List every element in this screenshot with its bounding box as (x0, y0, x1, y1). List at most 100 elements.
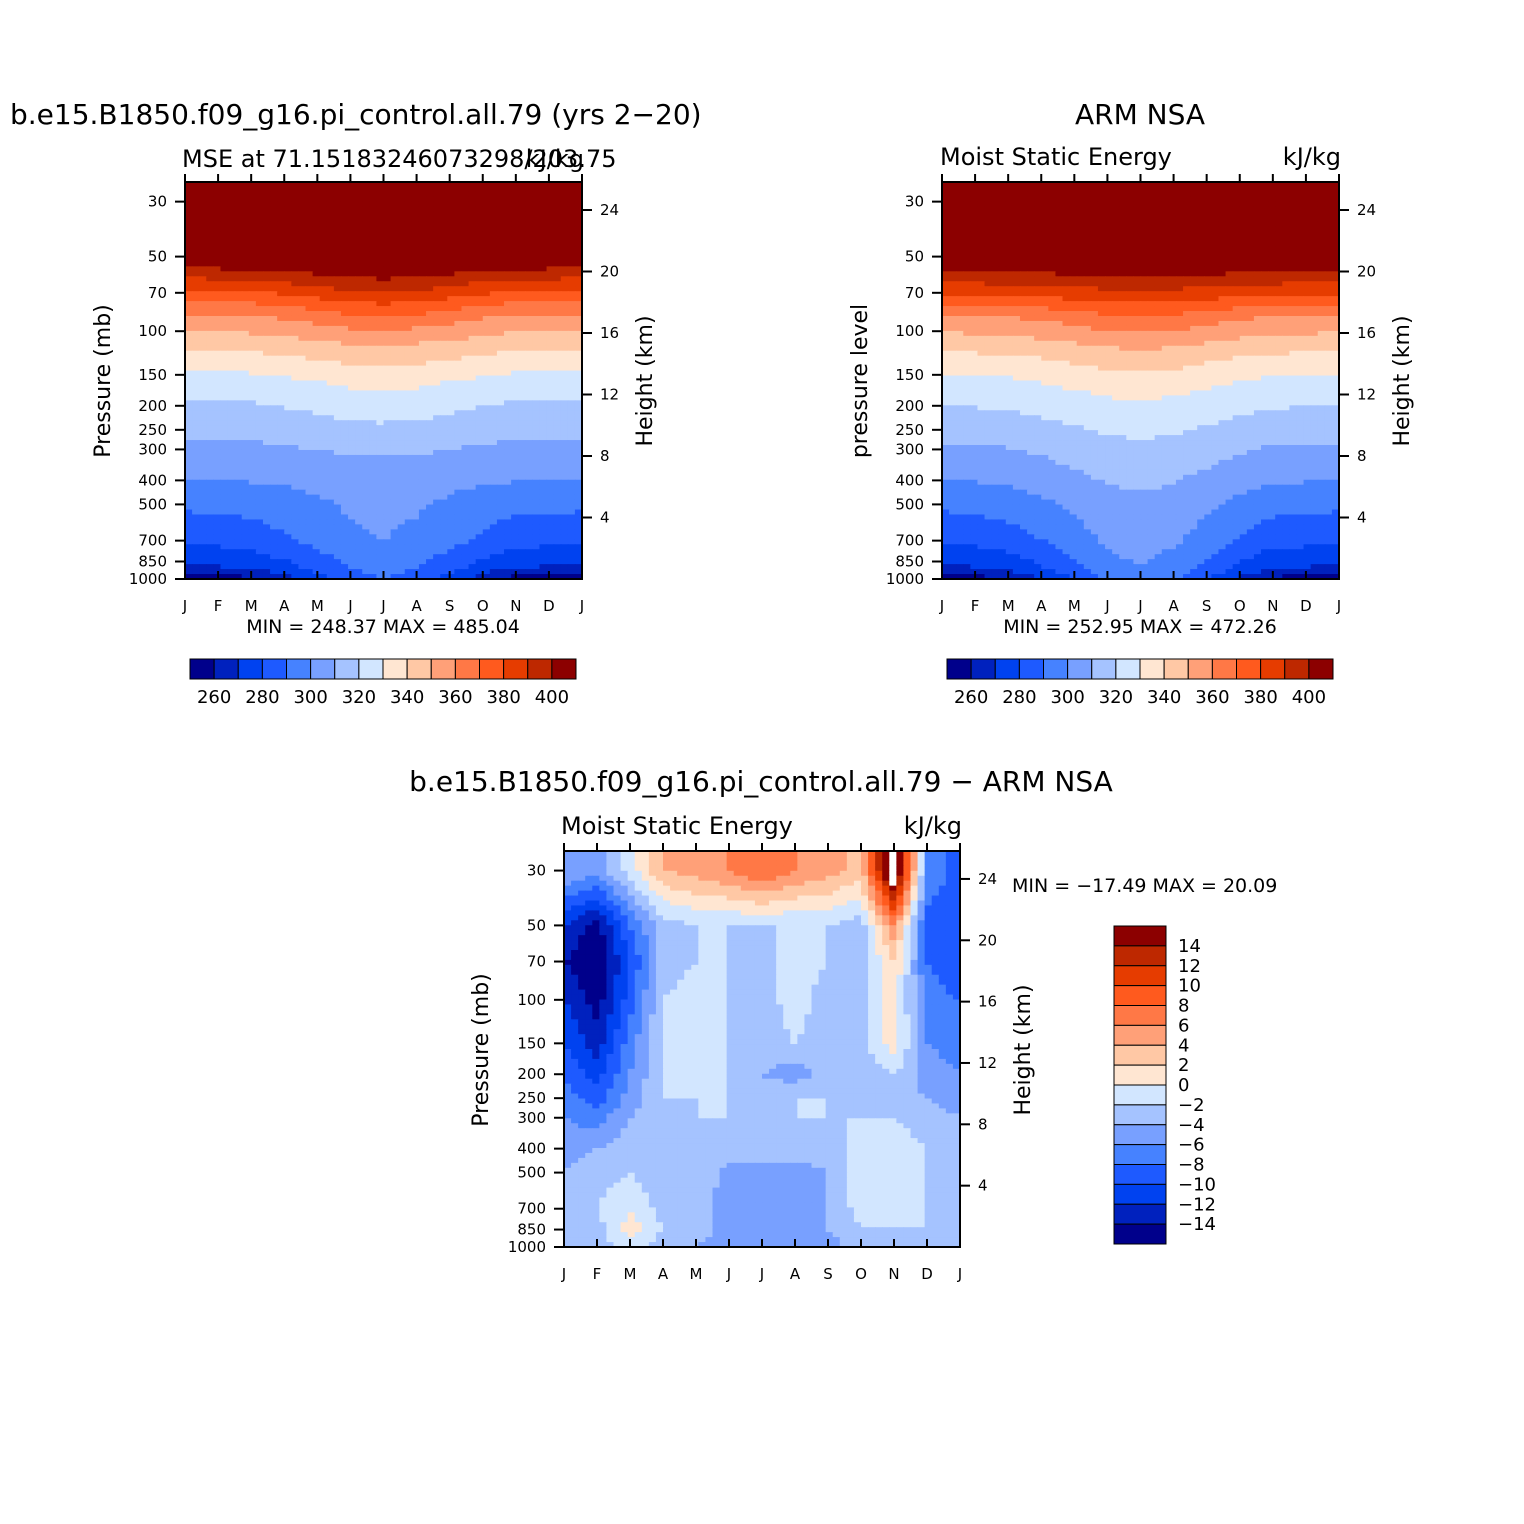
panel1-field-cell (397, 569, 406, 575)
panel1-field-cell (305, 464, 314, 471)
panel1-field-cell (511, 306, 519, 312)
panel1-field-cell (206, 271, 214, 277)
panel1-field-cell (234, 534, 243, 540)
panel1-field-cell (284, 504, 292, 511)
panel2-field-cell (1076, 206, 1085, 213)
panel1-field-cell (284, 464, 292, 471)
panel2-field-cell (998, 191, 1007, 198)
panel1-field-cell (433, 360, 441, 367)
panel1-field-cell (454, 271, 463, 277)
panel1-field-cell (511, 355, 519, 362)
panel1-field-cell (305, 296, 314, 302)
panel1-field-cell (206, 454, 214, 461)
panel1-field-cell (440, 469, 448, 476)
panel1-field-cell (185, 221, 193, 228)
panel1-field-cell (255, 246, 264, 253)
panel1-field-cell (447, 554, 455, 560)
panel1-field-cell (397, 345, 406, 352)
panel2-field-cell (1147, 211, 1156, 218)
panel1-field-cell (440, 549, 448, 555)
panel1-field-cell (518, 296, 526, 302)
panel1-field-cell (560, 529, 569, 535)
panel2-field-cell (1041, 182, 1049, 188)
panel1-field-cell (418, 405, 427, 411)
panel1-field-cell (291, 276, 300, 282)
panel1-field-cell (390, 554, 399, 560)
panel1-field-cell (241, 494, 250, 501)
panel1-field-cell (206, 315, 214, 322)
panel1-field-cell (383, 454, 392, 461)
panel1-field-cell (567, 355, 576, 362)
panel1-field-cell (397, 499, 406, 506)
panel1-field-cell (496, 246, 505, 253)
panel1-field-cell (482, 534, 491, 540)
panel1-field-cell (525, 251, 533, 258)
panel1-field-cell (319, 375, 328, 382)
panel1-field-cell (461, 549, 470, 555)
panel1-field-cell (574, 355, 583, 362)
panel1-field-cell (454, 400, 463, 406)
panel1-field-cell (567, 246, 576, 253)
panel2-field-cell (1076, 182, 1085, 188)
panel1-field-cell (312, 445, 321, 451)
panel1-field-cell (546, 564, 555, 570)
panel2-field-cell (1041, 211, 1049, 218)
panel1-field-cell (418, 514, 427, 521)
panel1-field-cell (312, 559, 321, 565)
panel2-field-cell (1253, 182, 1262, 188)
panel1-field-cell (362, 559, 370, 565)
panel1-field-cell (397, 335, 406, 342)
panel1-field-cell (482, 196, 491, 203)
panel2-field-cell (1197, 196, 1205, 203)
panel1-field-cell (525, 435, 533, 441)
panel1-field-cell (397, 306, 406, 312)
panel1-field-cell (454, 216, 463, 223)
panel1-field-cell (454, 489, 463, 496)
panel1-field-cell (312, 251, 321, 258)
panel1-field-cell (532, 266, 541, 272)
panel1-field-cell (546, 281, 555, 287)
panel1-field-cell (262, 301, 271, 307)
panel2-field-cell (1140, 186, 1149, 193)
panel1-field-cell (496, 276, 505, 282)
panel1-ytick-right-label: 4 (600, 509, 610, 527)
panel1-ylabel: Pressure (mb) (91, 304, 116, 458)
panel1-field-cell (355, 256, 363, 262)
panel1-field-cell (340, 464, 349, 471)
panel2-subtitle-left: Moist Static Energy (940, 143, 1172, 171)
panel1-field-cell (546, 435, 555, 441)
panel1-field-cell (539, 271, 548, 277)
panel1-field-cell (284, 479, 292, 486)
panel1-field-cell (362, 385, 370, 392)
panel2-field-cell (1190, 211, 1198, 218)
panel1-field-cell (433, 395, 441, 401)
panel1-field-cell (553, 246, 562, 253)
panel1-field-cell (227, 529, 236, 535)
panel1-field-cell (355, 484, 363, 491)
panel1-field-cell (270, 454, 278, 461)
panel1-field-cell (262, 569, 271, 575)
panel1-field-cell (326, 320, 335, 327)
panel1-field-cell (525, 236, 533, 243)
panel1-colorbar-swatch (261, 658, 287, 680)
panel1-field-cell (397, 182, 406, 188)
panel1-field-cell (390, 524, 399, 530)
panel1-field-cell (532, 211, 541, 218)
panel1-field-cell (355, 311, 363, 317)
panel1-field-cell (362, 549, 370, 555)
panel1-field-cell (411, 325, 420, 332)
panel1-field-cell (312, 226, 321, 233)
panel1-field-cell (426, 350, 434, 357)
panel1-field-cell (312, 509, 321, 516)
panel1-field-cell (284, 261, 292, 267)
panel1-field-cell (461, 514, 470, 521)
panel1-field-cell (532, 539, 541, 545)
panel1-field-cell (461, 400, 470, 406)
panel1-field-cell (284, 420, 292, 426)
panel1-field-cell (376, 405, 385, 411)
panel1-field-cell (199, 420, 207, 426)
panel1-field-cell (489, 484, 498, 491)
panel1-field-cell (291, 435, 300, 441)
panel1-field-cell (362, 454, 370, 461)
